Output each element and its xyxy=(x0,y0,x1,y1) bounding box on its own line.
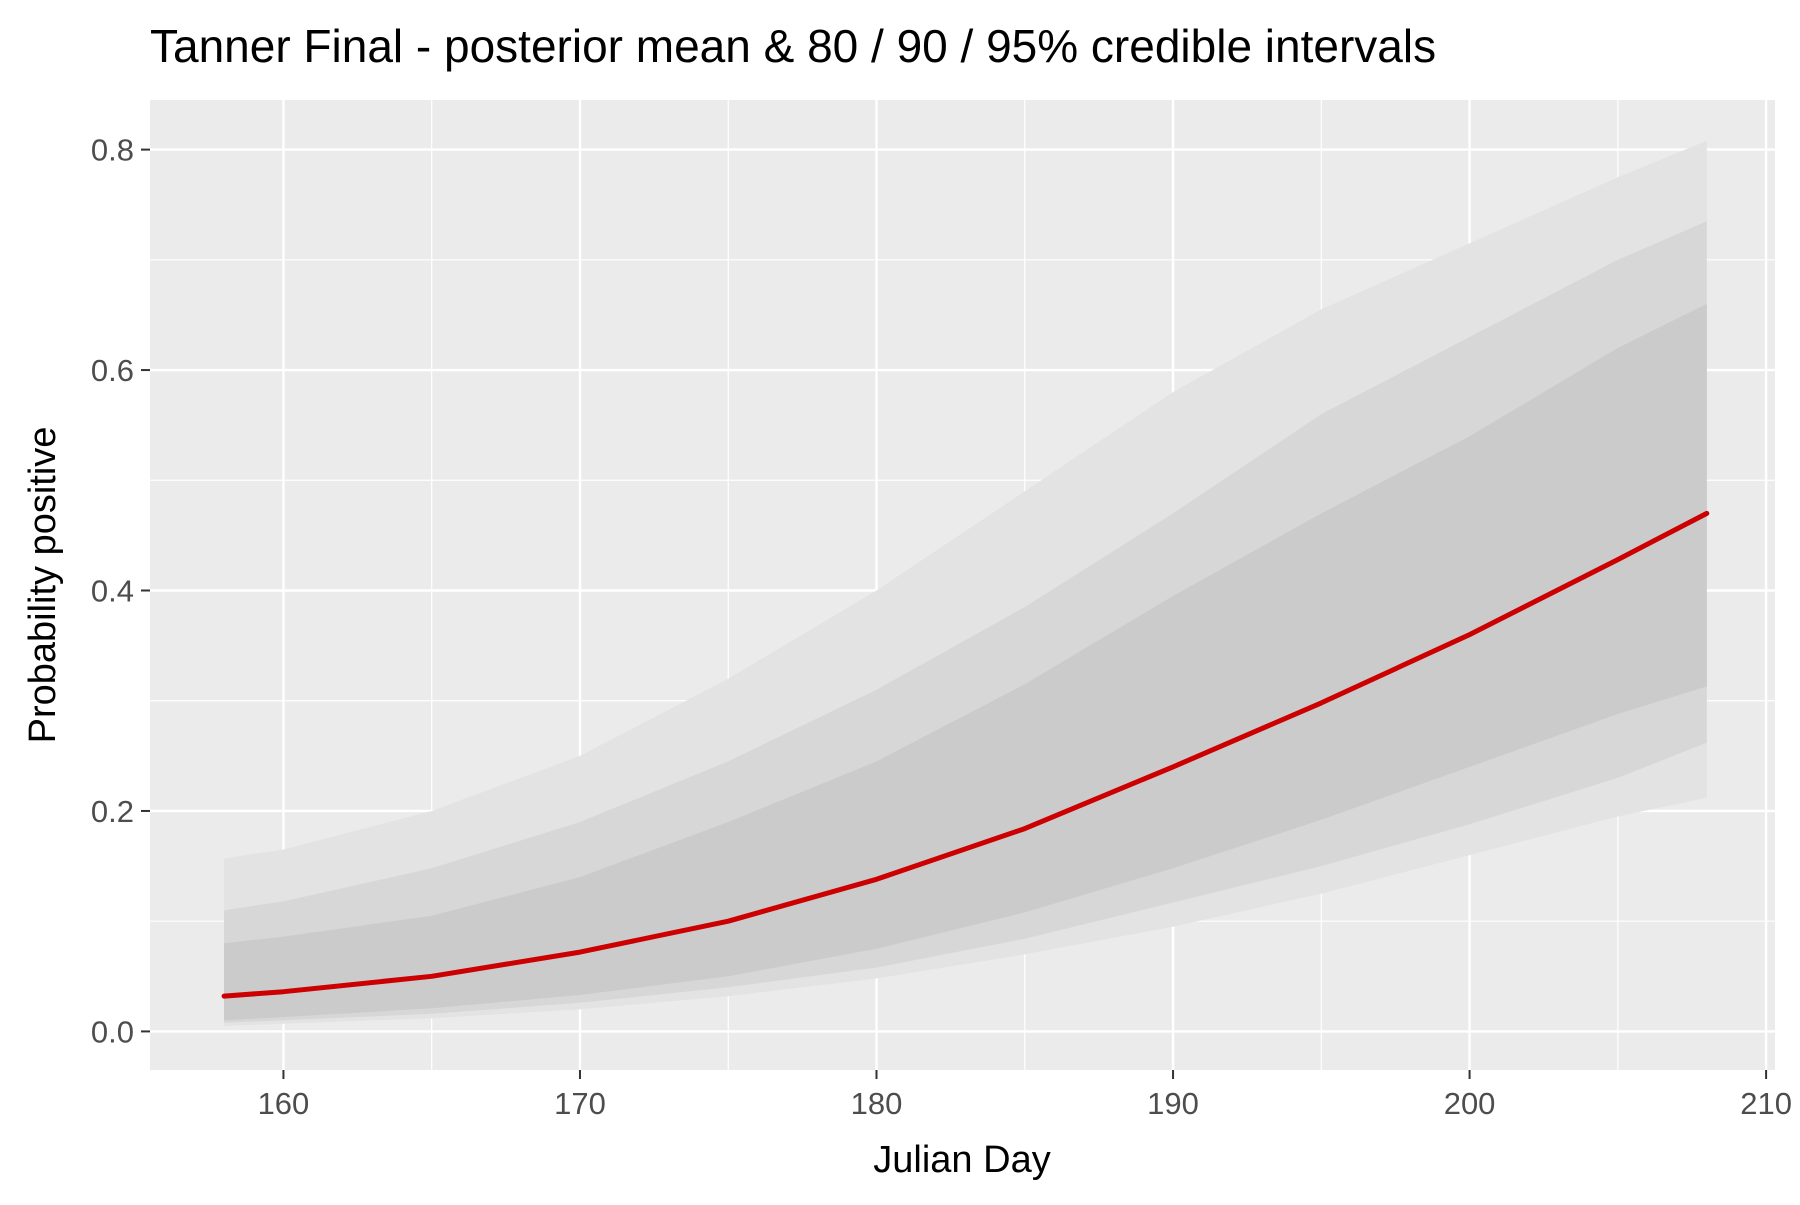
y-tick-label: 0.0 xyxy=(91,1014,134,1049)
chart-title: Tanner Final - posterior mean & 80 / 90 … xyxy=(150,20,1436,72)
x-tick-label: 190 xyxy=(1147,1086,1199,1121)
credible-bands xyxy=(224,140,1707,1026)
y-tick-label: 0.2 xyxy=(91,794,134,829)
posterior-mean-line xyxy=(221,510,1710,999)
mean-line-group xyxy=(221,510,1710,999)
credible-band-90 xyxy=(224,221,1707,1023)
y-axis-ticks: 0.0 0.2 0.4 0.6 0.8 xyxy=(91,133,150,1049)
y-tick-label: 0.4 xyxy=(91,574,134,609)
y-tick-label: 0.8 xyxy=(91,133,134,168)
x-tick-label: 160 xyxy=(258,1086,310,1121)
x-axis-ticks: 160 170 180 190 200 210 xyxy=(258,1070,1792,1121)
x-tick-label: 170 xyxy=(554,1086,606,1121)
y-axis-title: Probability positive xyxy=(22,427,64,744)
x-axis-title: Julian Day xyxy=(873,1139,1050,1181)
x-tick-label: 180 xyxy=(851,1086,903,1121)
x-tick-label: 200 xyxy=(1444,1086,1496,1121)
y-tick-label: 0.6 xyxy=(91,353,134,388)
x-tick-label: 210 xyxy=(1740,1086,1792,1121)
